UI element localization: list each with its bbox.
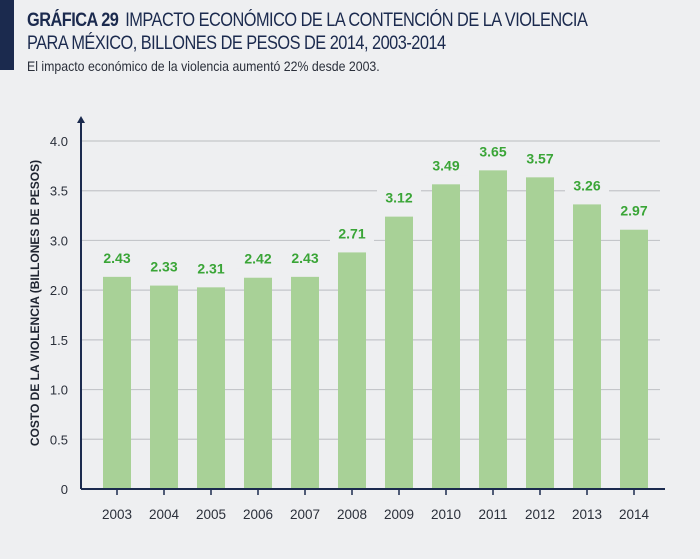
data-label: 2.43 [291, 250, 318, 266]
y-tick-label: 1.0 [50, 383, 68, 398]
x-tick-label: 2004 [149, 507, 180, 522]
figure-number: GRÁFICA 29 [27, 10, 119, 31]
chart-title: GRÁFICA 29 IMPACTO ECONÓMICO DE LA CONTEN… [27, 9, 595, 55]
data-labels: 2.43 2.33 2.31 2.42 2.43 2.71 3.12 3.49 3.65 3.57… [95, 143, 656, 279]
data-label: 3.49 [432, 157, 459, 173]
data-label: 2.42 [244, 251, 271, 267]
data-label-bg [377, 189, 421, 208]
data-label-bg [424, 157, 468, 176]
bar-2013 [573, 204, 601, 490]
data-label: 2.43 [103, 250, 130, 266]
title-line-2: PARA MÉXICO, BILLONES DE PESOS DE 2014, … [27, 33, 446, 54]
bar-2012 [526, 177, 554, 490]
y-tick-label: 0 [61, 482, 68, 497]
bar-2005 [197, 287, 225, 489]
data-label-bg [471, 143, 515, 162]
y-tick-label: 1.5 [50, 333, 68, 348]
data-label: 2.71 [338, 225, 365, 241]
data-label-bg [95, 249, 139, 268]
y-axis-arrow-icon [77, 116, 85, 123]
y-tick-label: 4.0 [50, 134, 68, 149]
bar-2008 [338, 252, 366, 489]
x-tick-label: 2009 [384, 507, 414, 522]
bar-2004 [150, 285, 178, 489]
y-tick-label: 0.5 [50, 432, 68, 447]
y-tick-label: 3.5 [50, 184, 68, 199]
data-label-bg [236, 250, 280, 269]
x-tick-label: 2003 [102, 507, 132, 522]
y-tick-label: 2.0 [50, 283, 68, 298]
accent-bar [0, 0, 14, 70]
y-axis-title: COSTO DE LA VIOLENCIA (BILLONES DE PESOS… [28, 160, 42, 446]
x-tick-label: 2013 [572, 507, 602, 522]
data-label-bg [189, 260, 233, 279]
x-tick-label: 2012 [525, 507, 555, 522]
bar-2011 [479, 170, 507, 490]
x-tick-label: 2007 [290, 507, 320, 522]
x-tick-label: 2011 [478, 507, 507, 522]
data-label: 3.26 [573, 177, 600, 193]
bar-2007 [291, 276, 319, 489]
data-label: 2.97 [620, 203, 647, 219]
data-label: 3.12 [385, 190, 412, 206]
bar-2003 [103, 276, 131, 489]
data-label-bg [142, 258, 186, 277]
bar-2006 [244, 277, 272, 489]
bar-2010 [432, 184, 460, 489]
x-tick-label: 2008 [337, 507, 367, 522]
data-label-bg [518, 150, 562, 169]
chart-subtitle: El impacto económico de la violencia aum… [27, 58, 380, 74]
data-label-bg [330, 225, 374, 244]
y-tick-label: 3.0 [50, 233, 68, 248]
data-label: 3.65 [479, 143, 506, 159]
data-label: 2.33 [150, 259, 177, 275]
x-tick-label: 2010 [431, 507, 461, 522]
data-label: 3.57 [526, 150, 553, 166]
data-label-bg [283, 249, 327, 268]
title-line-1: IMPACTO ECONÓMICO DE LA CONTENCIÓN DE LA… [125, 10, 588, 31]
bar-2014 [620, 229, 648, 489]
x-tick-label: 2006 [243, 507, 273, 522]
data-label-bg [612, 202, 656, 221]
data-label: 2.31 [197, 260, 224, 276]
axes: 0 0.5 1.0 1.5 2.0 3.0 3.5 4.0 2003 2004 2005 2006 20… [50, 116, 665, 522]
x-tick-label: 2014 [619, 507, 650, 522]
bar-2009 [385, 216, 413, 489]
bars [103, 170, 648, 490]
x-tick-label: 2005 [196, 507, 226, 522]
data-label-bg [565, 177, 609, 196]
